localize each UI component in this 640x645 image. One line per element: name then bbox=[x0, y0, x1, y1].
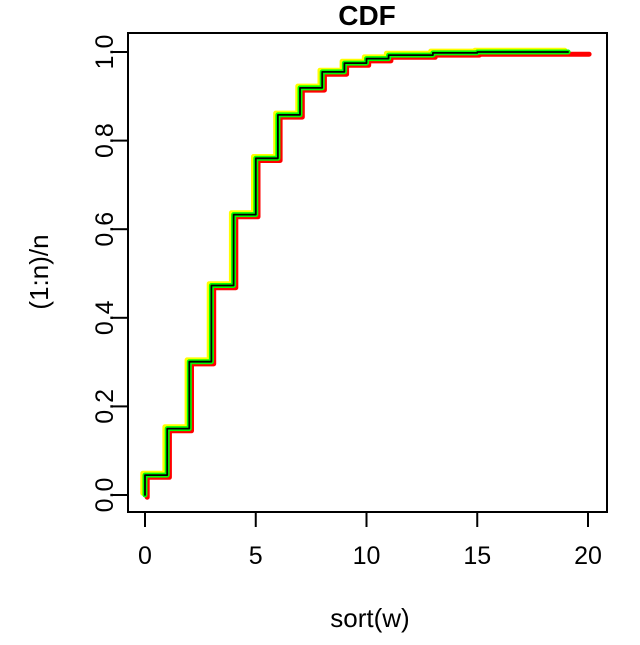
x-tick-label: 15 bbox=[463, 542, 491, 570]
x-tick-label: 10 bbox=[353, 542, 381, 570]
sample-black-curve bbox=[144, 51, 569, 496]
y-tick-label: 0.8 bbox=[91, 123, 119, 158]
chart-title: CDF bbox=[338, 0, 396, 31]
x-axis-ticks: 0 5 10 15 20 bbox=[138, 512, 602, 570]
y-tick-label: 0.4 bbox=[91, 300, 119, 335]
y-axis-title: (1:n)/n bbox=[24, 234, 54, 309]
y-tick-label: 0.6 bbox=[91, 212, 119, 247]
x-tick-label: 20 bbox=[574, 542, 602, 570]
x-tick-label: 0 bbox=[138, 542, 152, 570]
y-axis-ticks: 0.0 0.2 0.4 0.6 0.8 1.0 bbox=[91, 35, 128, 513]
ecdf-curves bbox=[140, 47, 592, 500]
y-tick-label: 1.0 bbox=[91, 35, 119, 70]
y-tick-label: 0.2 bbox=[91, 389, 119, 424]
x-axis-title: sort(w) bbox=[330, 603, 409, 633]
x-tick-label: 5 bbox=[249, 542, 263, 570]
y-tick-label: 0.0 bbox=[91, 478, 119, 513]
